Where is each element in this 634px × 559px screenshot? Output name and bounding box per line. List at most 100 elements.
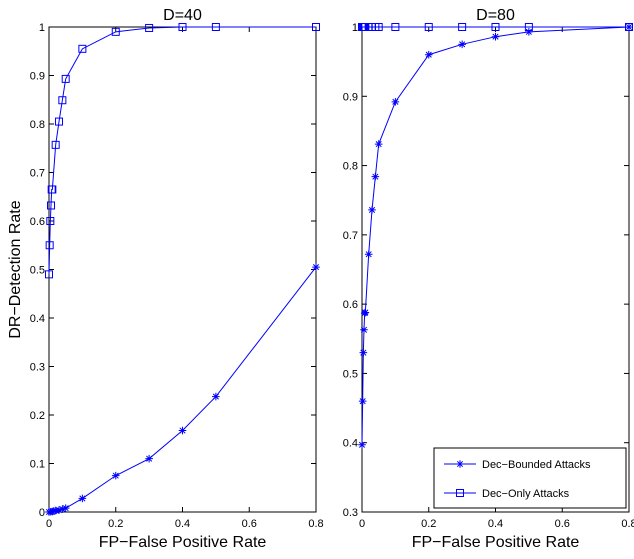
panel-2-series-dec-bounded-point — [391, 98, 400, 106]
panel-1-ytick-label: 0.6 — [30, 216, 45, 228]
panel-1-series-dec-bounded-point — [111, 471, 120, 480]
panel-2-legend-box — [433, 447, 627, 509]
panel-2-legend-entry-dec-bounded-marker — [456, 460, 464, 468]
panel-2-xtick-label: 0.4 — [488, 518, 503, 530]
panel-1-ytick-label: 0.3 — [30, 362, 45, 374]
panel-2-legend-entry-dec-only-label: Dec−Only Attacks — [482, 488, 570, 500]
panel-2-series-dec-bounded-point — [361, 308, 370, 317]
panel-2: 0 0.2 0.4 0.6 0.8 0.3 0.4 0.5 0.6 0.7 0.8 0.9 1 D=80 F… — [343, 7, 634, 551]
panel-2-series-dec-only — [358, 23, 633, 31]
panel-1-series-dec-only-point — [111, 27, 120, 36]
panel-1-xtick-label: 0.6 — [242, 518, 257, 530]
panel-1-series-dec-only-point — [47, 201, 56, 210]
panel-2-series-dec-bounded-point — [374, 140, 383, 148]
panel-2-ytick-label: 0.6 — [343, 299, 358, 311]
panel-1-ytick-label: 0.2 — [30, 410, 45, 422]
panel-1-xtick-label: 0.4 — [175, 518, 190, 530]
panel-1-series-dec-only-point — [51, 140, 60, 149]
panel-1-series-dec-bounded-point — [178, 426, 187, 435]
panel-1-series-dec-bounded-point — [58, 505, 67, 513]
panel-1-title: D=40 — [163, 7, 202, 24]
panel-1-ytick-label: 0.8 — [30, 119, 45, 131]
panel-2-series-dec-bounded-point — [525, 28, 533, 36]
panel-2-series-dec-bounded — [358, 23, 633, 449]
panel-1: 0 0.2 0.4 0.6 0.8 0 0.1 0.2 0.3 0.4 0.5 0.6 0.7 0.8 0.… — [7, 7, 324, 551]
panel-1-ylabel: DR−Detection Rate — [7, 200, 24, 338]
panel-1-series-dec-only — [45, 23, 320, 279]
panel-1-series-dec-only-line — [48, 26, 316, 275]
panel-1-series-dec-only-point — [58, 96, 67, 105]
panel-2-ytick-label: 0.7 — [343, 230, 358, 242]
panel-2-xtick-label: 0.6 — [555, 518, 570, 530]
panel-2-xtick-label: 0 — [359, 518, 365, 530]
panel-2-series-dec-only-point — [424, 23, 433, 31]
panel-2-series-dec-bounded-point — [359, 348, 368, 357]
panel-2-series-dec-bounded-point — [371, 172, 380, 181]
panel-1-series-dec-bounded-point — [78, 494, 87, 503]
panel-1-series-dec-bounded-point — [61, 504, 70, 512]
panel-1-ytick-label: 0.5 — [30, 265, 45, 277]
panel-1-series-dec-bounded-point — [312, 263, 320, 271]
panel-2-legend-entry-dec-bounded: Dec−Bounded Attacks — [444, 459, 591, 471]
panel-1-xtick-label: 0.8 — [308, 518, 323, 530]
panel-1-series-dec-only-point — [145, 23, 154, 32]
panel-2-axes-box — [361, 26, 630, 513]
panel-2-series-dec-bounded-point — [368, 206, 376, 214]
panel-1-series-dec-bounded-line — [48, 266, 317, 513]
panel-2-title: D=80 — [476, 7, 515, 24]
panel-1-ytick-label: 0.9 — [30, 71, 45, 83]
panel-1-series-dec-only-point — [211, 23, 220, 31]
panel-1-series-dec-bounded-point — [212, 392, 220, 401]
panel-1-series-dec-only-point — [45, 241, 54, 250]
panel-2-legend-entry-dec-bounded-label: Dec−Bounded Attacks — [482, 459, 591, 471]
panel-1-series-dec-only-point — [48, 185, 57, 194]
panel-2-series-dec-only-point — [374, 23, 383, 31]
panel-2-xtick-label: 0.8 — [621, 518, 634, 530]
panel-2-legend-entry-dec-only: Dec−Only Attacks — [444, 488, 570, 500]
panel-2-ytick-label: 0.8 — [343, 161, 358, 173]
panel-2-series-dec-bounded-point — [358, 440, 366, 449]
panel-2-legend: Dec−Bounded Attacks Dec−Only Attacks — [433, 447, 627, 509]
panel-2-series-dec-only-point — [491, 23, 500, 31]
panel-1-ytick-label: 0.7 — [30, 168, 45, 180]
panel-2-series-dec-bounded-line — [361, 26, 630, 445]
panel-1-series-dec-only-point — [78, 44, 87, 53]
panel-1-series-dec-only-point — [46, 217, 55, 225]
panel-1-ytick-label: 0.4 — [30, 313, 45, 325]
panel-1-axes-box — [48, 26, 317, 513]
panel-1-series-dec-only-point — [178, 23, 187, 31]
panel-1-series-dec-only-point — [55, 117, 64, 126]
panel-1-series-dec-bounded-point — [145, 454, 153, 463]
panel-1-xlabel: FP−False Positive Rate — [99, 534, 267, 551]
panel-2-series-dec-only-point — [391, 23, 400, 31]
panel-2-series-dec-bounded-point — [358, 397, 367, 405]
panel-2-series-dec-bounded-point — [424, 50, 433, 59]
panel-1-series-dec-only-point — [45, 270, 53, 279]
panel-2-series-dec-bounded-point — [364, 250, 373, 259]
panel-1-ytick-label: 0.1 — [30, 459, 45, 471]
panel-2-series-dec-only-point — [625, 23, 633, 31]
panel-2-series-dec-bounded-point — [491, 32, 500, 41]
panel-2-legend-entry-dec-only-marker — [456, 489, 464, 497]
panel-1-ytick-label: 0 — [39, 507, 45, 519]
panel-2-series-dec-only-point — [524, 23, 533, 31]
panel-2-xtick-label: 0.2 — [421, 518, 436, 530]
panel-2-series-dec-bounded-point — [458, 40, 466, 49]
panel-2-ytick-label: 0.4 — [343, 438, 358, 450]
panel-1-series-dec-bounded-point — [55, 506, 63, 514]
panel-1-xtick-label: 0 — [46, 518, 52, 530]
panel-1-ytick-label: 1 — [39, 22, 45, 34]
panel-1-xtick-label: 0.2 — [108, 518, 123, 530]
panel-1-series-dec-only-point — [312, 23, 320, 31]
panel-2-ytick-label: 1 — [352, 22, 358, 34]
panel-2-xlabel: FP−False Positive Rate — [412, 534, 580, 551]
panel-2-ytick-label: 0.9 — [343, 91, 358, 103]
panel-2-series-dec-bounded-point — [360, 325, 368, 334]
panel-2-series-dec-only-point — [458, 23, 467, 31]
panel-1-series-dec-bounded — [45, 263, 320, 516]
panel-1-series-dec-only-point — [61, 74, 70, 83]
panel-2-ytick-label: 0.5 — [343, 368, 358, 380]
panel-2-ytick-label: 0.3 — [343, 507, 358, 519]
